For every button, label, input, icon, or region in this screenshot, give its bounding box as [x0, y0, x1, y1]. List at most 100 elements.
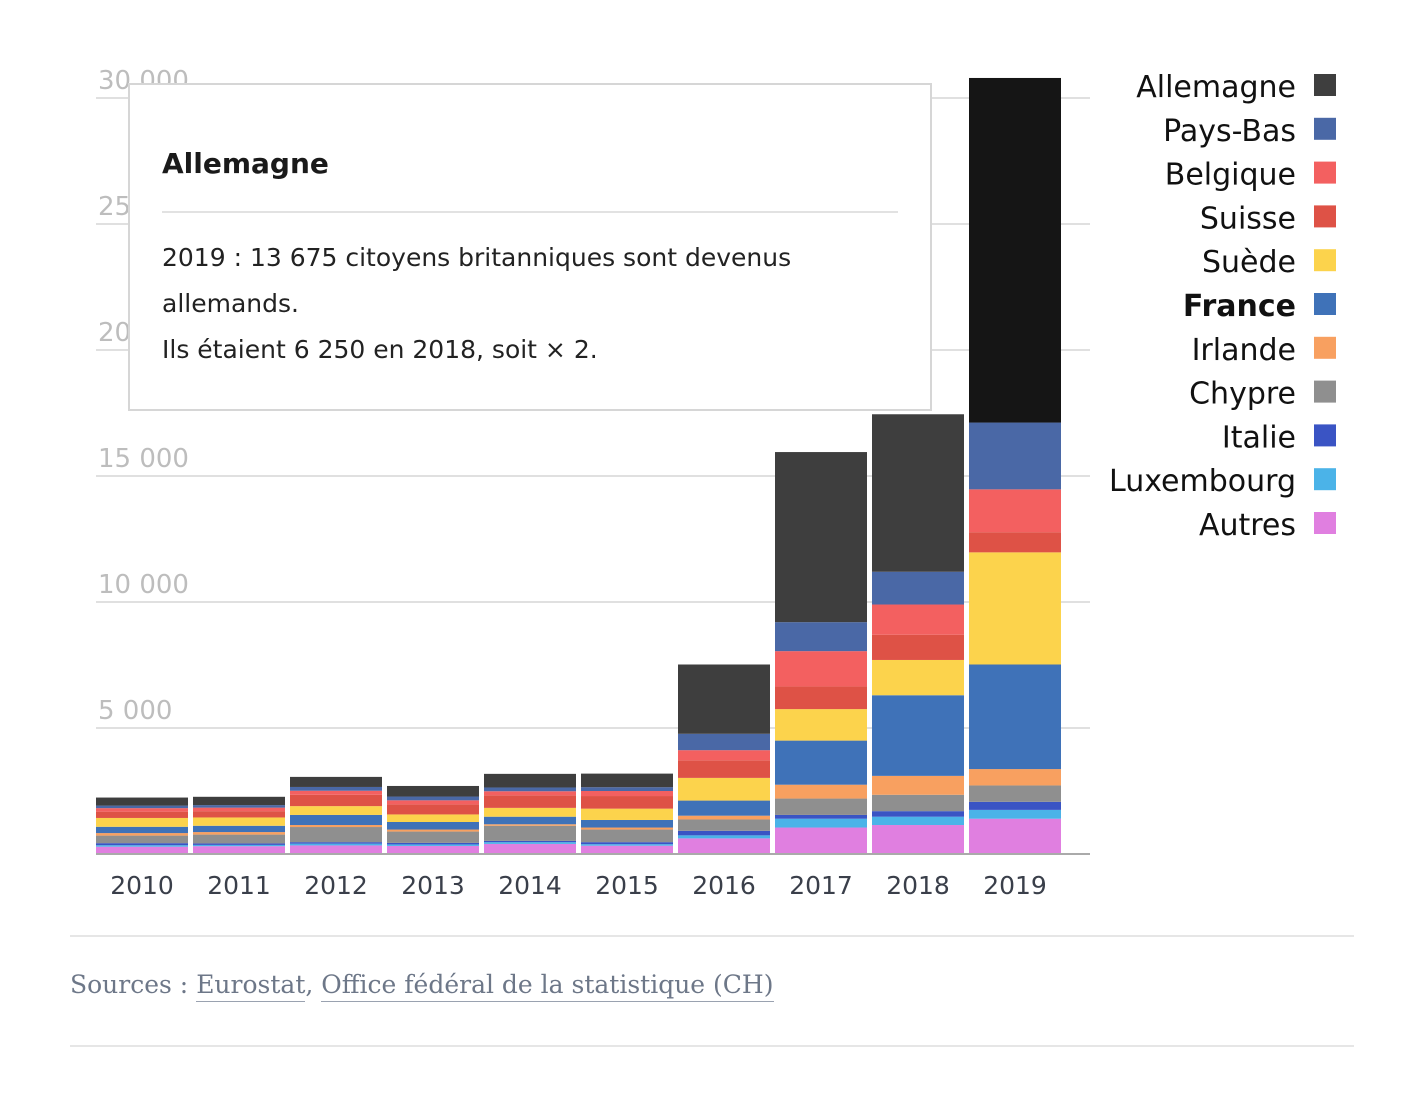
- bar-segment-suisse-2019[interactable]: [969, 532, 1061, 553]
- bar-segment-suisse-2011[interactable]: [193, 811, 285, 818]
- bar-segment-luxembourg-2018[interactable]: [872, 816, 964, 826]
- bar-segment-suisse-2016[interactable]: [678, 760, 770, 778]
- bar-segment-france-2014[interactable]: [484, 816, 576, 825]
- bar-segment-chypre-2017[interactable]: [775, 798, 867, 815]
- legend-item-luxembourg[interactable]: Luxembourg: [1109, 464, 1336, 499]
- bar-segment-chypre-2019[interactable]: [969, 785, 1061, 802]
- bar-segment-belgique-2011[interactable]: [193, 807, 285, 812]
- bar-segment-italie-2013[interactable]: [387, 842, 479, 845]
- bar-segment-allemagne-2013[interactable]: [387, 785, 479, 797]
- bar-segment-france-2017[interactable]: [775, 740, 867, 785]
- bar-segment-italie-2015[interactable]: [581, 842, 673, 845]
- bar-segment-irlande-2019[interactable]: [969, 769, 1061, 786]
- legend-item-italie[interactable]: Italie: [1222, 420, 1336, 455]
- legend-item-chypre[interactable]: Chypre: [1189, 377, 1336, 412]
- bar-segment-irlande-2010[interactable]: [96, 833, 188, 836]
- bar-segment-belgique-2010[interactable]: [96, 808, 188, 812]
- bar-segment-pays-bas-2014[interactable]: [484, 787, 576, 792]
- bar-group-2010[interactable]: [96, 797, 188, 854]
- legend-item-suède[interactable]: Suède: [1202, 245, 1336, 280]
- bar-segment-allemagne-2017[interactable]: [775, 452, 867, 623]
- bar-segment-suède-2017[interactable]: [775, 709, 867, 741]
- bar-segment-chypre-2014[interactable]: [484, 825, 576, 841]
- bar-segment-pays-bas-2018[interactable]: [872, 571, 964, 605]
- bar-segment-chypre-2016[interactable]: [678, 819, 770, 831]
- bar-group-2018[interactable]: [872, 414, 964, 854]
- bar-segment-luxembourg-2011[interactable]: [193, 844, 285, 847]
- bar-segment-chypre-2010[interactable]: [96, 835, 188, 844]
- bar-segment-pays-bas-2012[interactable]: [290, 786, 382, 791]
- bar-segment-suisse-2013[interactable]: [387, 804, 479, 815]
- bar-segment-italie-2018[interactable]: [872, 811, 964, 817]
- bar-segment-italie-2019[interactable]: [969, 801, 1061, 810]
- legend[interactable]: Allemagne Pays-Bas Belgique Suisse Suède Fran…: [1109, 70, 1336, 543]
- bar-segment-irlande-2012[interactable]: [290, 825, 382, 828]
- bar-segment-allemagne-2010[interactable]: [96, 797, 188, 806]
- bar-segment-luxembourg-2012[interactable]: [290, 843, 382, 846]
- bar-group-2011[interactable]: [193, 796, 285, 854]
- bar-segment-autres-2013[interactable]: [387, 845, 479, 854]
- bar-segment-suède-2014[interactable]: [484, 807, 576, 817]
- bar-segment-autres-2011[interactable]: [193, 846, 285, 854]
- bar-segment-italie-2014[interactable]: [484, 840, 576, 843]
- bar-segment-allemagne-2018[interactable]: [872, 414, 964, 572]
- bar-segment-belgique-2012[interactable]: [290, 790, 382, 795]
- legend-item-belgique[interactable]: Belgique: [1165, 158, 1336, 193]
- bar-segment-allemagne-2012[interactable]: [290, 776, 382, 787]
- bar-segment-chypre-2011[interactable]: [193, 834, 285, 844]
- bar-segment-allemagne-2014[interactable]: [484, 773, 576, 788]
- bar-segment-autres-2014[interactable]: [484, 843, 576, 854]
- legend-item-pays-bas[interactable]: Pays-Bas: [1163, 114, 1336, 149]
- bar-segment-allemagne-2011[interactable]: [193, 796, 285, 806]
- bar-group-2014[interactable]: [484, 773, 576, 854]
- bar-segment-suisse-2017[interactable]: [775, 686, 867, 710]
- bar-segment-suède-2010[interactable]: [96, 817, 188, 827]
- bar-segment-pays-bas-2011[interactable]: [193, 805, 285, 808]
- legend-item-france[interactable]: France: [1183, 289, 1336, 324]
- bar-segment-pays-bas-2017[interactable]: [775, 622, 867, 652]
- bar-segment-suisse-2014[interactable]: [484, 795, 576, 808]
- bar-segment-france-2012[interactable]: [290, 814, 382, 826]
- bar-segment-belgique-2017[interactable]: [775, 651, 867, 687]
- bar-segment-france-2011[interactable]: [193, 825, 285, 833]
- bar-segment-luxembourg-2014[interactable]: [484, 842, 576, 844]
- bar-segment-belgique-2013[interactable]: [387, 800, 479, 805]
- bar-segment-suède-2011[interactable]: [193, 817, 285, 826]
- bar-segment-chypre-2012[interactable]: [290, 827, 382, 843]
- bar-segment-luxembourg-2017[interactable]: [775, 818, 867, 828]
- bar-segment-allemagne-2016[interactable]: [678, 664, 770, 734]
- bar-segment-italie-2017[interactable]: [775, 814, 867, 819]
- bar-segment-chypre-2013[interactable]: [387, 831, 479, 843]
- source-link-ofs[interactable]: Office fédéral de la statistique (CH): [321, 970, 774, 1002]
- bar-segment-luxembourg-2015[interactable]: [581, 844, 673, 846]
- bar-group-2013[interactable]: [387, 785, 479, 854]
- bar-group-2012[interactable]: [290, 776, 382, 854]
- bar-segment-allemagne-2019[interactable]: [969, 77, 1061, 423]
- bar-segment-suisse-2010[interactable]: [96, 811, 188, 818]
- bar-segment-autres-2017[interactable]: [775, 827, 867, 854]
- bar-segment-irlande-2018[interactable]: [872, 775, 964, 795]
- bar-group-2016[interactable]: [678, 664, 770, 854]
- bar-segment-pays-bas-2010[interactable]: [96, 805, 188, 809]
- bar-group-2017[interactable]: [775, 452, 867, 854]
- bar-segment-autres-2015[interactable]: [581, 845, 673, 854]
- bar-segment-belgique-2014[interactable]: [484, 791, 576, 796]
- bar-segment-chypre-2018[interactable]: [872, 794, 964, 812]
- bar-segment-luxembourg-2016[interactable]: [678, 835, 770, 839]
- bar-segment-pays-bas-2015[interactable]: [581, 787, 673, 791]
- bars[interactable]: [96, 77, 1061, 854]
- bar-segment-irlande-2016[interactable]: [678, 815, 770, 820]
- bar-segment-italie-2012[interactable]: [290, 842, 382, 844]
- bar-segment-autres-2018[interactable]: [872, 825, 964, 854]
- bar-segment-irlande-2011[interactable]: [193, 832, 285, 835]
- bar-segment-suède-2019[interactable]: [969, 552, 1061, 665]
- bar-segment-suède-2013[interactable]: [387, 814, 479, 822]
- bar-segment-irlande-2013[interactable]: [387, 829, 479, 832]
- bar-segment-france-2018[interactable]: [872, 695, 964, 776]
- bar-segment-suède-2018[interactable]: [872, 659, 964, 696]
- bar-segment-italie-2011[interactable]: [193, 843, 285, 845]
- bar-segment-suisse-2018[interactable]: [872, 634, 964, 660]
- bar-segment-luxembourg-2010[interactable]: [96, 845, 188, 847]
- bar-segment-suède-2015[interactable]: [581, 808, 673, 820]
- bar-segment-france-2019[interactable]: [969, 664, 1061, 770]
